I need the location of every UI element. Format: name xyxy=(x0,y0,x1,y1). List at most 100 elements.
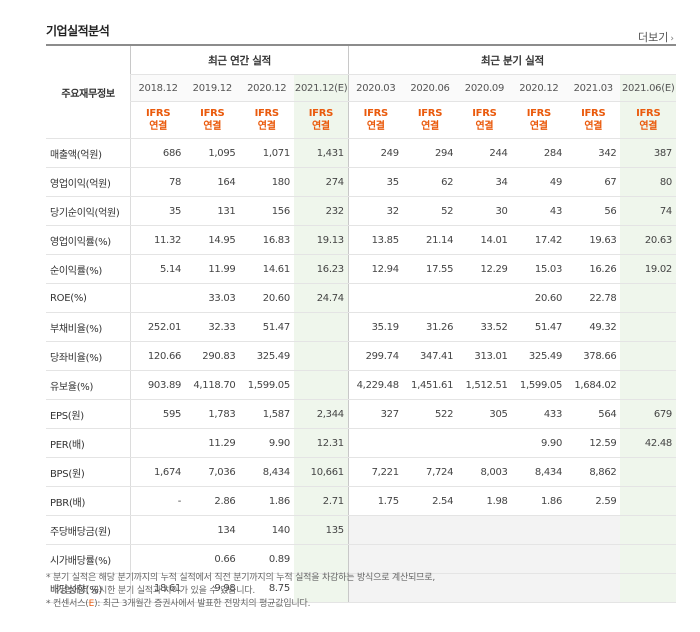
value-cell: 903.89 xyxy=(130,370,186,400)
value-cell: 0.66 xyxy=(185,544,240,574)
value-cell: 35 xyxy=(347,167,403,197)
value-cell xyxy=(402,573,458,603)
value-cell: 0.89 xyxy=(239,544,294,574)
value-cell: 327 xyxy=(347,399,403,429)
value-cell xyxy=(566,515,621,545)
table-row: 순이익률(%) 5.14 11.99 14.61 16.23 12.94 17.55 12.2… xyxy=(46,254,676,284)
table-row: 주당배당금(원) 134 140 135 xyxy=(46,515,676,545)
value-cell: 74 xyxy=(620,196,676,226)
value-cell: 1.75 xyxy=(347,486,403,516)
value-cell: 67 xyxy=(566,167,621,197)
row-header-cell: 주요재무정보 xyxy=(46,44,131,139)
value-cell xyxy=(620,283,676,313)
value-cell: 387 xyxy=(620,138,676,168)
ifrs-bottom: 연결 xyxy=(475,121,494,132)
section-title: 기업실적분석 xyxy=(46,24,110,38)
table-row: 배당성향(%) 18.61 9.98 8.75 xyxy=(46,573,676,603)
value-cell: 342 xyxy=(566,138,621,168)
value-cell: 2.59 xyxy=(566,486,621,516)
value-cell: 20.60 xyxy=(511,283,567,313)
value-cell: 7,036 xyxy=(185,457,240,487)
period-header: 2020.06 xyxy=(402,74,458,102)
value-cell: 12.59 xyxy=(566,428,621,458)
value-cell xyxy=(347,544,403,574)
value-cell: 2.86 xyxy=(185,486,240,516)
value-cell: - xyxy=(130,486,186,516)
value-cell: 19.63 xyxy=(566,225,621,255)
value-cell xyxy=(511,573,567,603)
value-cell: 49.32 xyxy=(566,312,621,342)
value-cell: 10,661 xyxy=(293,457,349,487)
value-cell: 8,862 xyxy=(566,457,621,487)
value-cell: 16.23 xyxy=(293,254,349,284)
ifrs-label[interactable]: IFRS 연결 xyxy=(402,101,458,139)
value-cell: 8,003 xyxy=(457,457,512,487)
value-cell xyxy=(620,573,676,603)
ifrs-label[interactable]: IFRS 연결 xyxy=(239,101,294,139)
row-label: 순이익률(%) xyxy=(46,254,131,284)
table-row: 유보율(%) 903.89 4,118.70 1,599.05 4,229.48 1,45… xyxy=(46,370,676,400)
value-cell: 7,221 xyxy=(347,457,403,487)
value-cell: 35 xyxy=(130,196,186,226)
value-cell: 1,451.61 xyxy=(402,370,458,400)
value-cell: 2.54 xyxy=(402,486,458,516)
ifrs-row: IFRS 연결 IFRS 연결 IFRS 연결 IFRS 연결 IFRS 연결 IFRS 연결 IFRS… xyxy=(46,101,676,139)
value-cell: 8.75 xyxy=(239,573,294,603)
value-cell: 16.26 xyxy=(566,254,621,284)
value-cell: 9.98 xyxy=(185,573,240,603)
value-cell: 31.26 xyxy=(402,312,458,342)
value-cell: 378.66 xyxy=(566,341,621,371)
table-row: 당기순이익(억원) 35 131 156 232 32 52 30 43 56 74 xyxy=(46,196,676,226)
value-cell xyxy=(620,370,676,400)
value-cell: 14.01 xyxy=(457,225,512,255)
footnotes: * 분기 실적은 해당 분기까지의 누적 실적에서 직전 분기까지의 누적 실적… xyxy=(46,572,435,611)
row-label: ROE(%) xyxy=(46,283,131,313)
value-cell: 232 xyxy=(293,196,349,226)
ifrs-label[interactable]: IFRS 연결 xyxy=(185,101,240,139)
ifrs-top: IFRS xyxy=(581,108,606,119)
value-cell: 1,512.51 xyxy=(457,370,512,400)
value-cell xyxy=(347,573,403,603)
ifrs-label[interactable]: IFRS 연결 xyxy=(293,101,349,139)
period-header: 2020.12 xyxy=(239,74,294,102)
period-header: 2021.06(E) xyxy=(620,74,676,102)
value-cell xyxy=(293,573,349,603)
value-cell: 522 xyxy=(402,399,458,429)
ifrs-label[interactable]: IFRS 연결 xyxy=(457,101,512,139)
ifrs-label[interactable]: IFRS 연결 xyxy=(130,101,186,139)
value-cell: 313.01 xyxy=(457,341,512,371)
value-cell xyxy=(511,544,567,574)
value-cell xyxy=(130,544,186,574)
value-cell: 8,434 xyxy=(239,457,294,487)
more-link[interactable]: 더보기 › xyxy=(638,29,674,45)
value-cell xyxy=(566,573,621,603)
table-row: 영업이익(억원) 78 164 180 274 35 62 34 49 67 80 xyxy=(46,167,676,197)
table-row: PER(배) 11.29 9.90 12.31 9.90 12.59 42.48 xyxy=(46,428,676,458)
ifrs-top: IFRS xyxy=(363,108,389,119)
footnote-3-prefix: * 컨센서스( xyxy=(46,599,89,609)
value-cell: 290.83 xyxy=(185,341,240,371)
ifrs-label[interactable]: IFRS 연결 xyxy=(347,101,403,139)
period-header: 2020.12 xyxy=(511,74,567,102)
ifrs-label[interactable]: IFRS 연결 xyxy=(566,101,621,139)
ifrs-top: IFRS xyxy=(526,108,552,119)
value-cell: 24.74 xyxy=(293,283,349,313)
value-cell: 18.61 xyxy=(130,573,186,603)
ifrs-bottom: 연결 xyxy=(639,121,658,132)
value-cell: 32.33 xyxy=(185,312,240,342)
value-cell: 325.49 xyxy=(239,341,294,371)
value-cell: 180 xyxy=(239,167,294,197)
value-cell: 134 xyxy=(185,515,240,545)
table-row: 당좌비율(%) 120.66 290.83 325.49 299.74 347.41 313… xyxy=(46,341,676,371)
group-annual: 최근 연간 실적 xyxy=(130,44,349,75)
ifrs-label[interactable]: IFRS 연결 xyxy=(620,101,676,139)
period-header: 2021.12(E) xyxy=(293,74,349,102)
period-header: 2020.03 xyxy=(347,74,403,102)
value-cell: 12.31 xyxy=(293,428,349,458)
ifrs-bottom: 연결 xyxy=(366,121,385,132)
ifrs-top: IFRS xyxy=(636,108,661,119)
value-cell: 16.83 xyxy=(239,225,294,255)
value-cell: 11.32 xyxy=(130,225,186,255)
ifrs-label[interactable]: IFRS 연결 xyxy=(511,101,567,139)
value-cell: 43 xyxy=(511,196,567,226)
